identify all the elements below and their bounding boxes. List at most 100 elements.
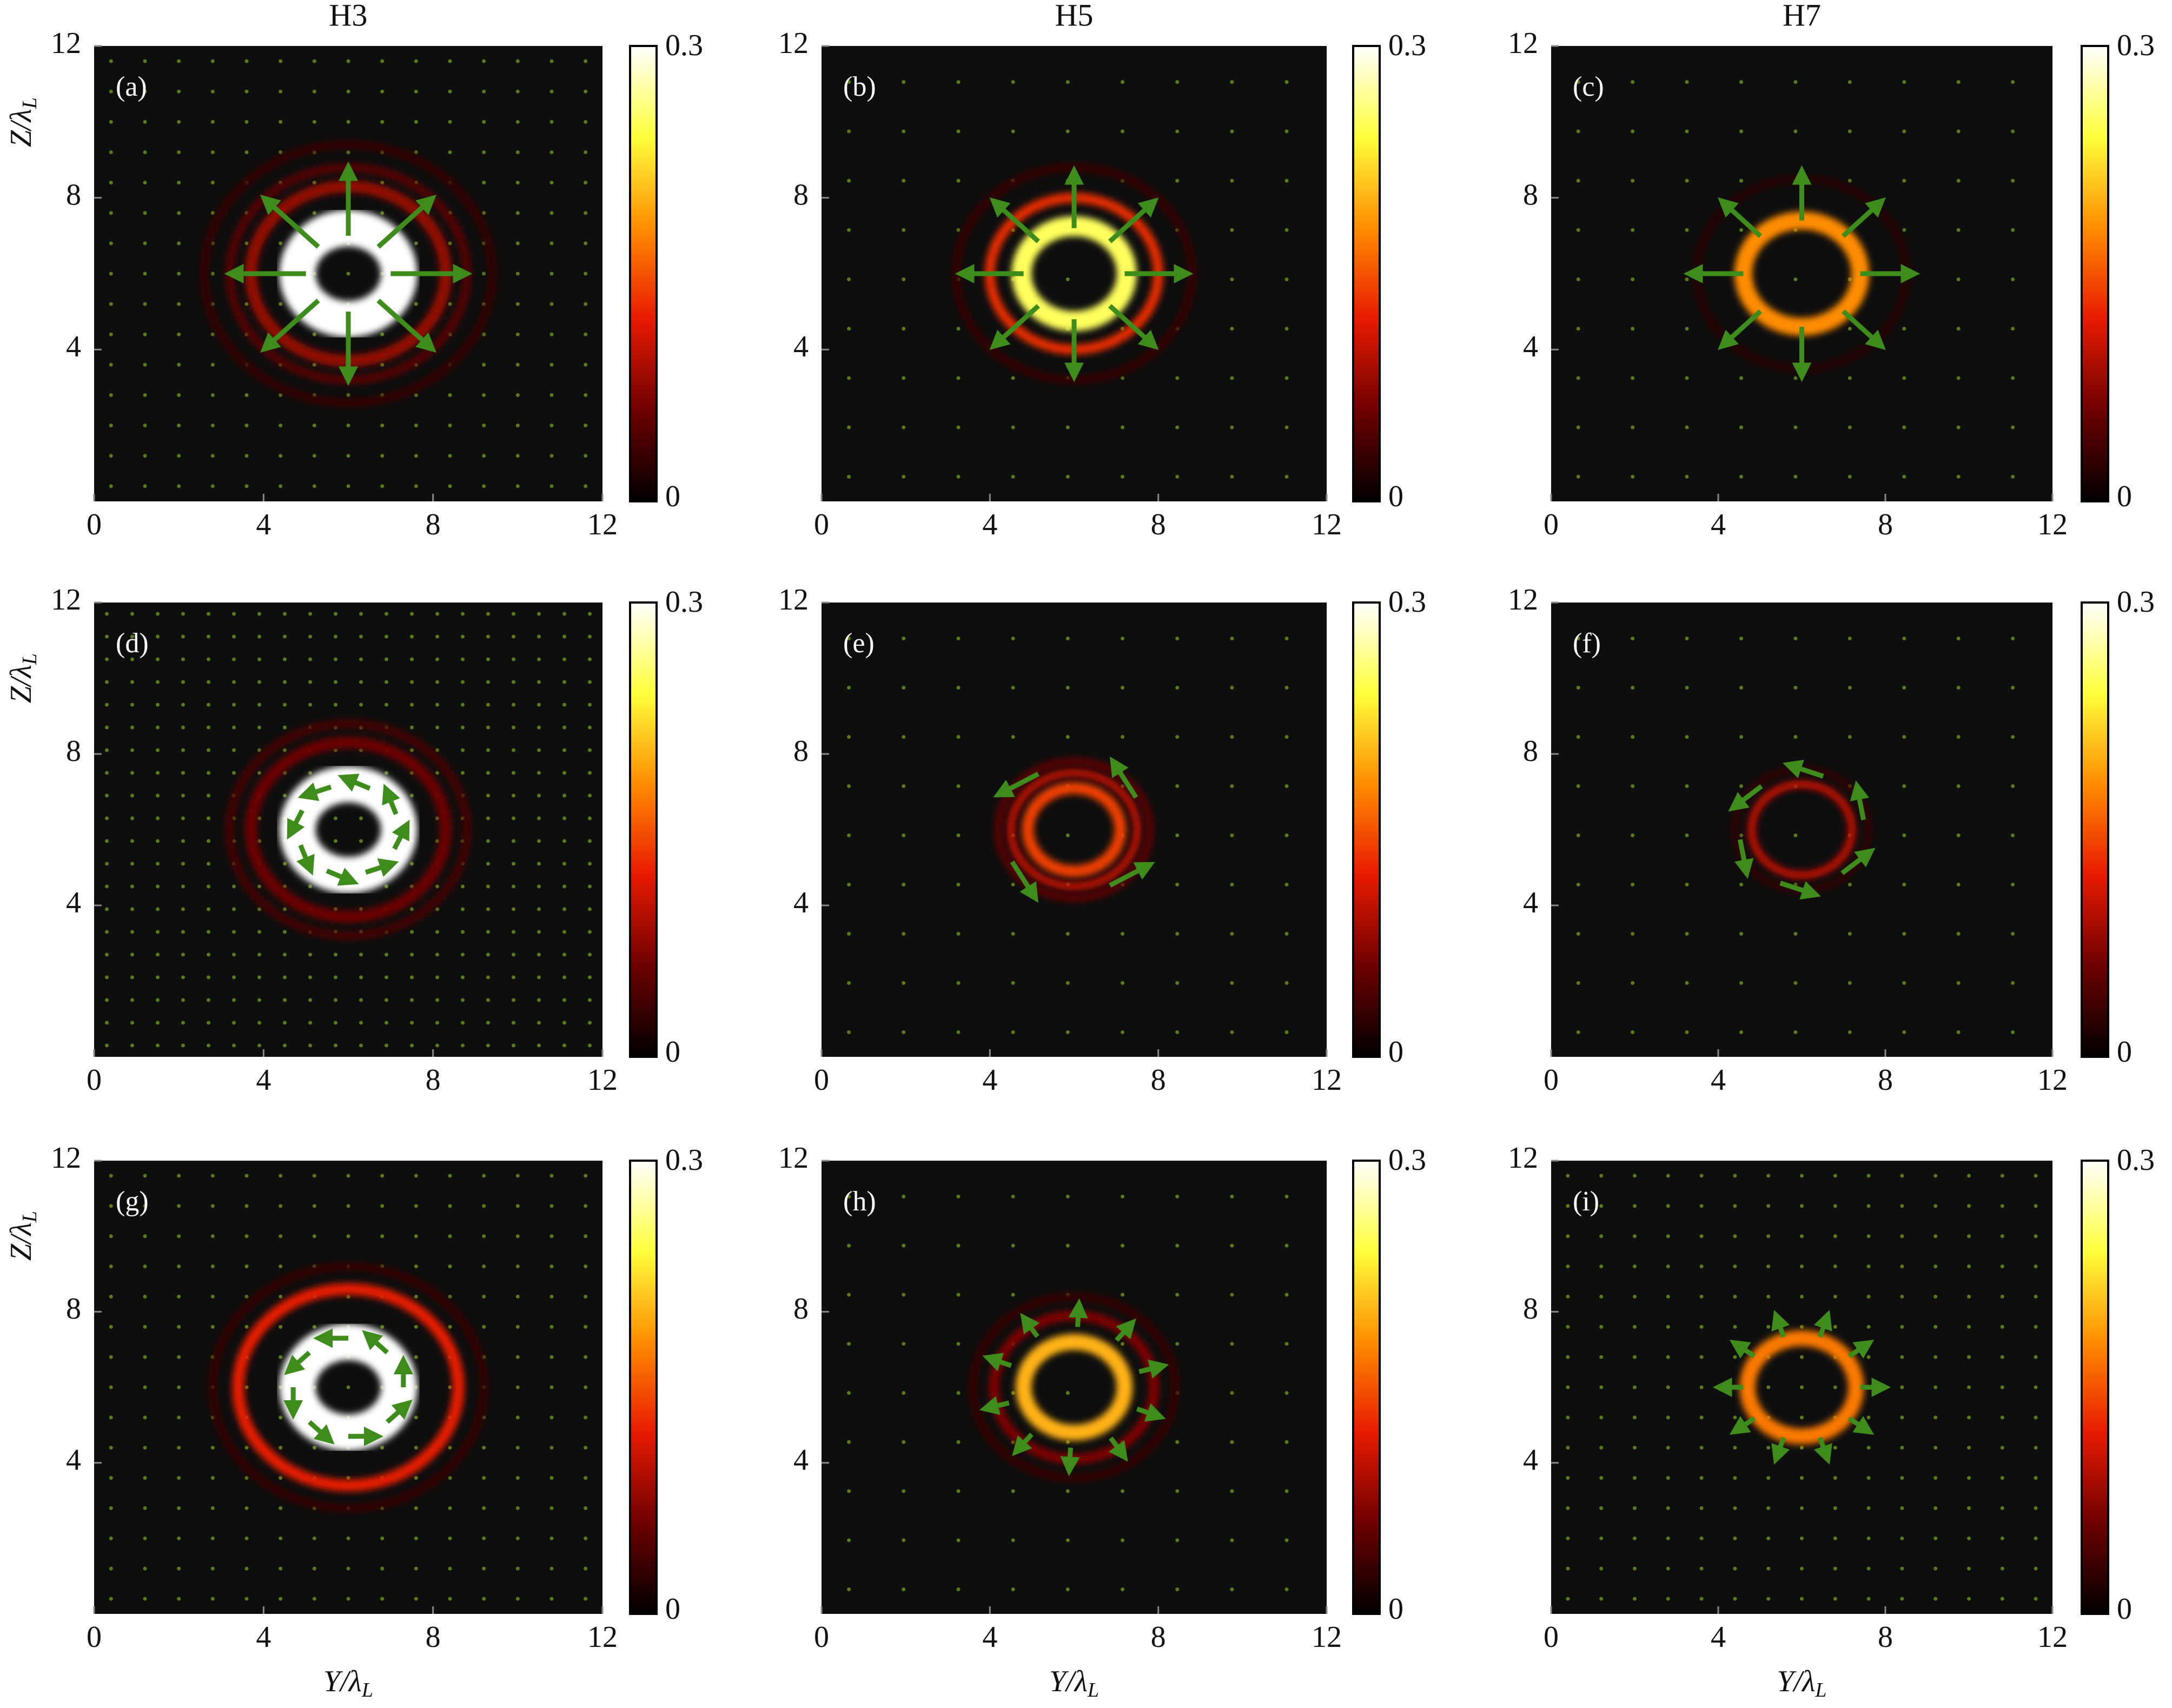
field-dot xyxy=(2011,327,2015,331)
field-dot xyxy=(207,975,210,979)
field-dot xyxy=(562,816,566,820)
field-dot xyxy=(512,952,515,957)
field-dot xyxy=(902,129,906,134)
field-dot xyxy=(359,998,363,1002)
field-dot xyxy=(1933,1597,1938,1601)
field-dot xyxy=(486,793,490,798)
field-dot xyxy=(1230,1243,1234,1248)
field-dot xyxy=(486,612,490,616)
field-dot xyxy=(1699,1325,1704,1329)
field-dot xyxy=(1900,1597,1904,1601)
field-dot xyxy=(486,680,490,684)
field-dot xyxy=(2034,1294,2038,1299)
vector-arrow xyxy=(1779,881,1822,900)
field-dot xyxy=(549,302,554,306)
field-dot xyxy=(584,423,588,428)
x-axis-label-subscript: L xyxy=(1087,1679,1099,1702)
y-tick-label: 8 xyxy=(66,178,81,212)
field-dot xyxy=(1800,1234,1804,1239)
vector-arrow xyxy=(989,197,1040,243)
field-dot xyxy=(1956,228,1961,232)
field-dot xyxy=(385,771,388,775)
field-dot xyxy=(156,703,160,707)
field-dot xyxy=(207,816,210,820)
field-dot xyxy=(283,612,287,616)
field-dot xyxy=(1599,1536,1604,1540)
field-dot xyxy=(584,120,588,124)
field-dot xyxy=(1902,178,1906,183)
field-dot xyxy=(380,484,385,488)
field-dot xyxy=(1733,1174,1737,1178)
field-dot xyxy=(109,181,113,185)
field-dot xyxy=(410,1043,414,1048)
field-dot xyxy=(1900,1204,1904,1208)
field-dot xyxy=(210,59,215,63)
colorbar xyxy=(629,601,658,1058)
field-dot xyxy=(1666,1415,1670,1420)
field-dot xyxy=(279,423,283,428)
vector-arrow xyxy=(1729,1340,1756,1359)
field-dot xyxy=(346,454,350,458)
panel-label: (f) xyxy=(1573,628,1601,659)
field-dot xyxy=(1739,178,1743,183)
field-dot xyxy=(143,211,147,215)
field-dot xyxy=(1739,80,1743,84)
field-dot xyxy=(1699,1355,1704,1359)
field-dot xyxy=(1599,1446,1604,1450)
field-dot xyxy=(1633,1385,1637,1389)
field-dot xyxy=(210,1294,215,1299)
field-dot xyxy=(537,862,541,866)
x-tick-label: 0 xyxy=(1544,508,1559,541)
field-dot xyxy=(109,1265,113,1269)
field-dot xyxy=(448,454,452,458)
field-dot xyxy=(461,680,465,684)
field-dot xyxy=(283,907,287,911)
vector-arrow xyxy=(1840,848,1876,876)
field-dot xyxy=(210,1174,215,1178)
field-dot xyxy=(448,1294,452,1299)
field-dot xyxy=(1833,1325,1837,1329)
intensity-ring xyxy=(1747,780,1856,879)
field-dot xyxy=(257,771,261,775)
field-dot xyxy=(1733,1446,1737,1450)
plot-content xyxy=(1566,1174,2038,1601)
field-dot xyxy=(279,1265,283,1269)
colorbar xyxy=(629,1160,658,1615)
field-dot xyxy=(549,241,554,246)
field-dot xyxy=(448,393,452,398)
field-dot xyxy=(1633,1536,1637,1540)
field-dot xyxy=(1902,228,1906,232)
field-dot xyxy=(562,862,566,866)
vector-arrow xyxy=(1010,860,1039,903)
field-dot xyxy=(1956,425,1961,429)
field-dot xyxy=(1833,1174,1837,1178)
field-dot xyxy=(2011,932,2015,936)
field-dot xyxy=(177,1536,181,1540)
field-dot xyxy=(482,362,486,367)
field-dot xyxy=(562,884,566,889)
field-dot xyxy=(902,981,906,985)
field-dot xyxy=(1766,1566,1771,1571)
field-dot xyxy=(1833,1265,1837,1269)
field-dot xyxy=(448,1265,452,1269)
field-dot xyxy=(244,150,249,154)
field-dot xyxy=(486,771,490,775)
field-dot xyxy=(1666,1446,1670,1450)
field-dot xyxy=(448,120,452,124)
field-dot xyxy=(1284,376,1289,380)
field-dot xyxy=(210,211,215,215)
field-dot xyxy=(414,89,418,94)
field-dot xyxy=(1866,1476,1871,1480)
field-dot xyxy=(1599,1506,1604,1510)
field-dot xyxy=(1666,1355,1670,1359)
field-dot xyxy=(1121,637,1125,640)
field-dot xyxy=(549,393,554,398)
field-dot xyxy=(1902,686,1906,690)
field-dot xyxy=(181,634,185,639)
field-dot xyxy=(1121,1030,1125,1034)
field-dot xyxy=(1739,474,1743,479)
field-dot xyxy=(847,932,851,936)
field-dot xyxy=(130,612,134,616)
field-dot xyxy=(1967,1566,1971,1571)
